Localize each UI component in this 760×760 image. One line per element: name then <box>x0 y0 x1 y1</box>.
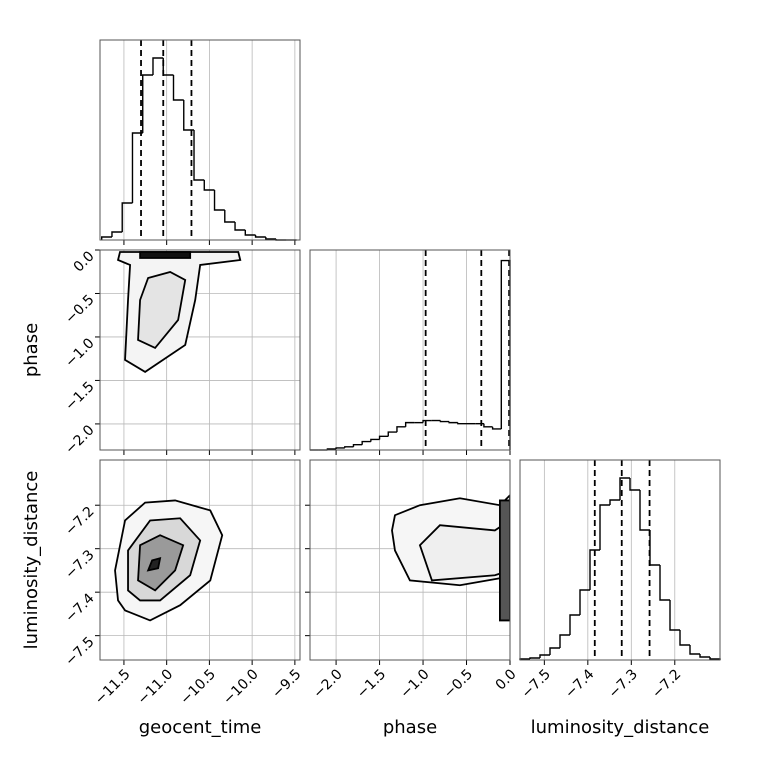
x-tick-label: −10.5 <box>177 666 219 708</box>
histogram-step <box>457 422 467 425</box>
histogram-step <box>439 420 450 423</box>
histogram-step <box>344 446 354 448</box>
x-tick-label: −7.5 <box>519 666 554 701</box>
y-tick-label: −7.5 <box>62 634 97 669</box>
x-tick-label: −0.5 <box>441 666 476 701</box>
histogram-step <box>396 426 406 433</box>
histogram-step <box>689 645 700 655</box>
x-tick-label: −11.5 <box>92 666 134 708</box>
y-tick-label: −7.4 <box>62 590 97 625</box>
histogram-step <box>111 231 123 237</box>
histogram-step <box>352 444 363 447</box>
histogram-step <box>679 630 690 646</box>
histogram-step <box>335 447 345 449</box>
x-axis-label: geocent_time <box>139 717 262 738</box>
histogram-step <box>244 230 256 236</box>
panel-frame <box>99 459 301 661</box>
y-tick-label: −7.3 <box>62 547 97 582</box>
x-tick-label: −2.0 <box>310 666 345 701</box>
x-tick-label: −10.0 <box>220 666 262 708</box>
y-tick-label: −2.0 <box>62 422 97 457</box>
x-tick-label: 0.0 <box>493 666 520 693</box>
histogram-step <box>101 236 112 240</box>
y-axis-label: luminosity_distance <box>21 471 42 650</box>
histogram-step <box>172 75 184 101</box>
y-tick-label: −0.5 <box>62 292 97 327</box>
x-axis-label: phase <box>383 717 437 738</box>
histogram-step <box>569 614 580 635</box>
histogram-step <box>619 477 630 500</box>
histogram-step <box>121 202 133 232</box>
histogram-step <box>422 419 432 423</box>
contour <box>499 499 510 622</box>
histogram-step <box>254 235 266 238</box>
histogram-step <box>203 180 215 191</box>
histogram-step <box>142 74 153 133</box>
histogram-step <box>589 549 600 590</box>
histogram-step <box>183 100 195 131</box>
histogram-step <box>483 423 493 428</box>
histogram-step <box>629 478 640 491</box>
panel-frame <box>99 249 301 451</box>
y-tick-label: 0.0 <box>71 248 98 275</box>
contour <box>137 534 185 592</box>
histogram-step <box>361 440 371 445</box>
histogram-step <box>669 600 680 631</box>
panel-frame <box>309 249 511 451</box>
histogram-step <box>152 57 164 75</box>
histogram-step <box>404 421 415 427</box>
histogram-step <box>448 421 458 424</box>
histogram-step <box>699 654 710 658</box>
histogram-step <box>559 634 570 648</box>
contour <box>139 251 192 259</box>
histogram-step <box>639 490 650 531</box>
histogram-step <box>659 565 670 601</box>
histogram-step <box>224 210 236 223</box>
panel-frame <box>99 39 301 241</box>
x-tick-label: −11.0 <box>135 666 177 708</box>
panel-frame <box>309 459 511 661</box>
histogram-step <box>549 647 560 655</box>
y-tick-label: −7.2 <box>62 504 97 539</box>
y-axis-label: phase <box>21 323 42 377</box>
histogram-step <box>162 58 174 76</box>
histogram-step <box>529 657 540 659</box>
x-tick-label: −1.5 <box>354 666 389 701</box>
histogram-step <box>193 130 205 181</box>
x-tick-label: −7.3 <box>606 666 641 701</box>
x-tick-label: −7.2 <box>649 666 684 701</box>
histogram-step <box>599 504 610 550</box>
histogram-step <box>649 530 660 566</box>
histogram-step <box>491 426 502 430</box>
histogram-step <box>131 132 143 203</box>
contour <box>418 519 510 582</box>
histogram-step <box>370 438 380 442</box>
x-tick-label: −9.5 <box>269 666 304 701</box>
histogram-step <box>579 589 590 615</box>
histogram-step <box>378 435 389 440</box>
histogram-step <box>539 654 550 658</box>
y-tick-label: −1.5 <box>62 379 97 414</box>
histogram-step <box>213 190 225 211</box>
histogram-step <box>265 237 277 240</box>
x-tick-label: −1.0 <box>397 666 432 701</box>
contour <box>146 557 162 572</box>
histogram-step <box>234 222 246 231</box>
y-tick-label: −1.0 <box>62 335 97 370</box>
x-tick-label: −7.4 <box>562 666 597 701</box>
x-axis-label: luminosity_distance <box>531 717 710 738</box>
contour <box>137 271 187 350</box>
histogram-step <box>387 431 397 437</box>
histogram-step <box>609 499 620 505</box>
panel-frame <box>519 459 721 661</box>
